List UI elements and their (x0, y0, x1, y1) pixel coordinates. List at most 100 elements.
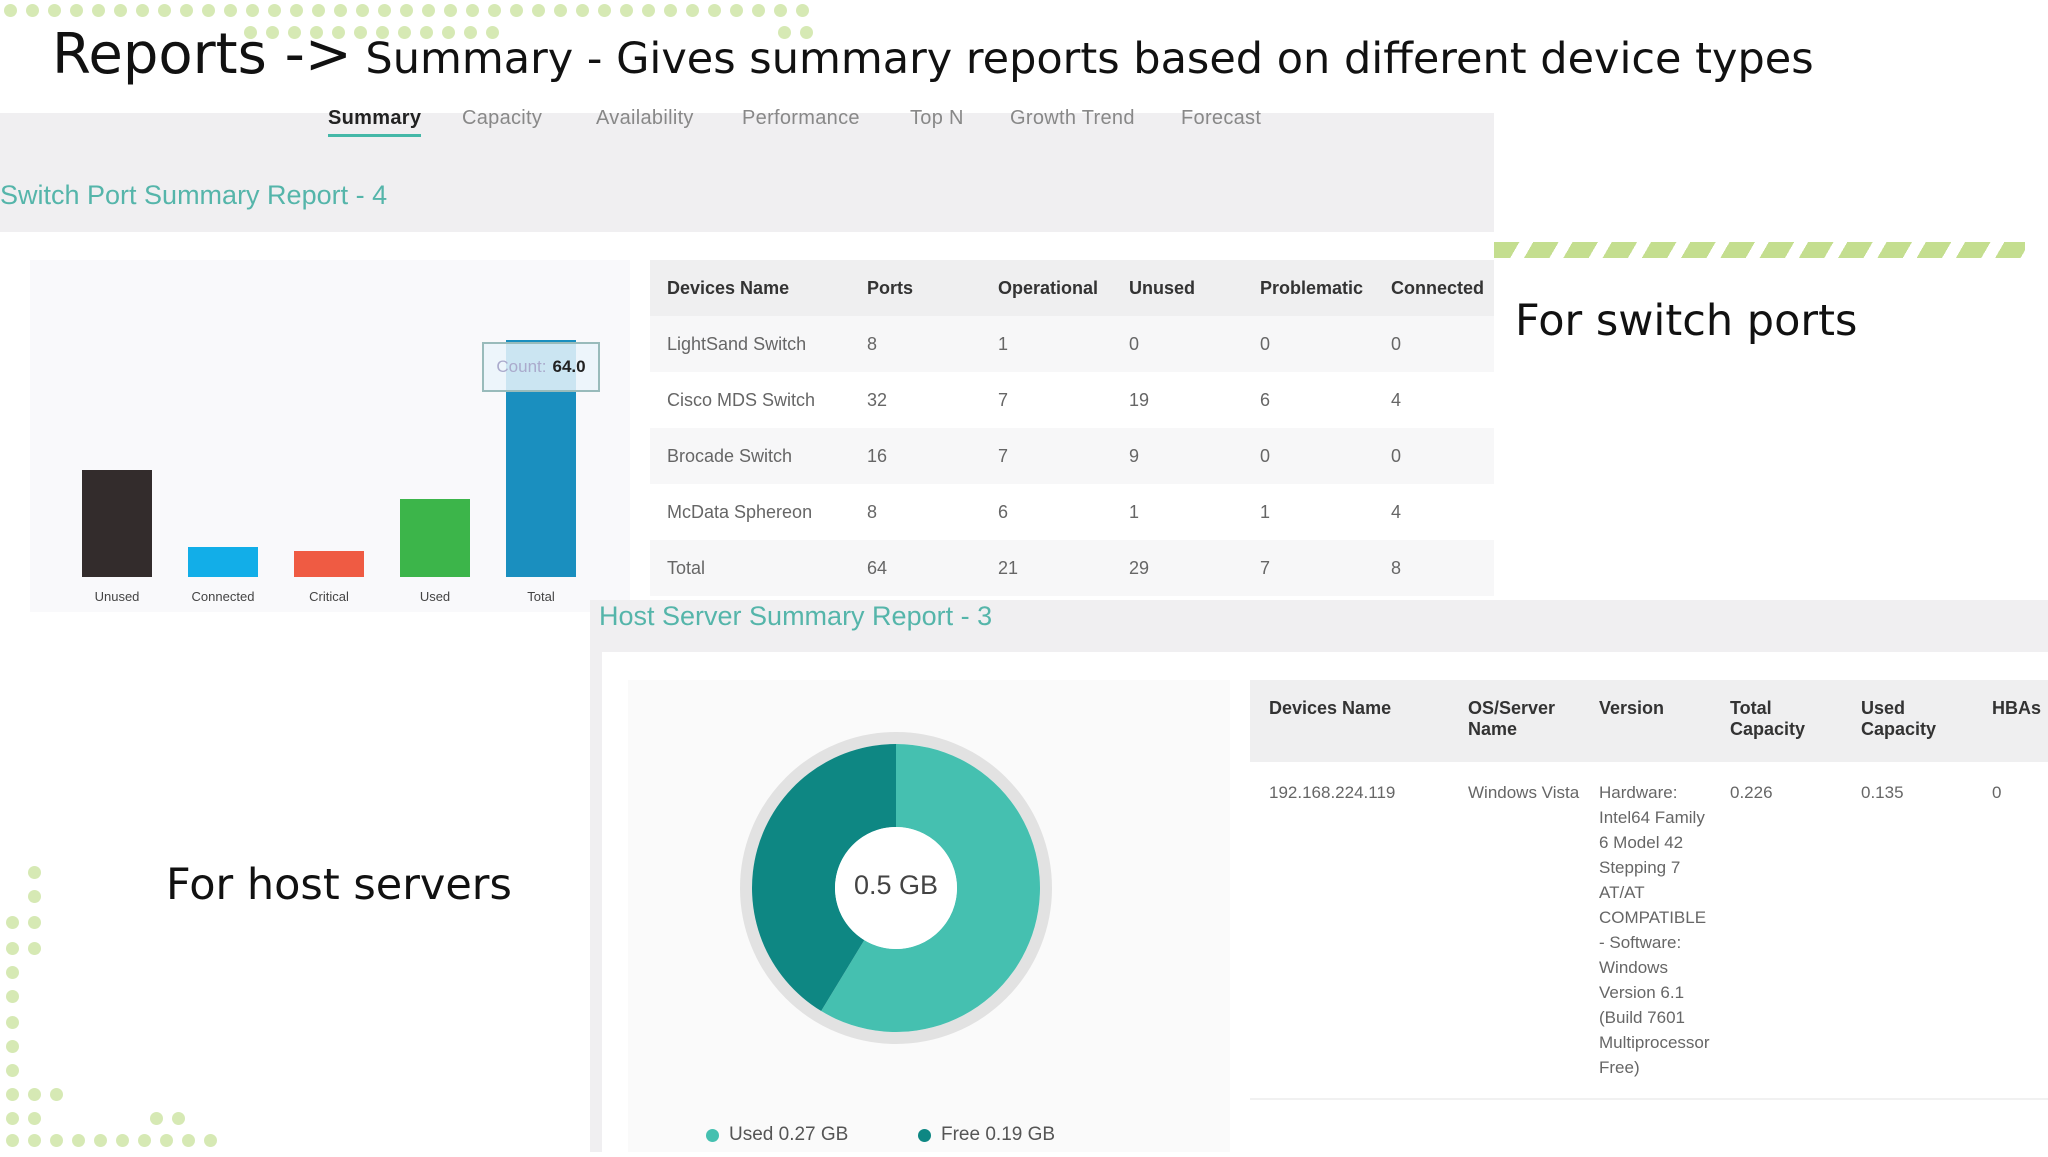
table-cell: Cisco MDS Switch (667, 389, 816, 410)
decorative-dot (136, 4, 149, 17)
tab-availability[interactable]: Availability (596, 107, 694, 129)
donut-hole (835, 827, 957, 949)
decorative-dot (6, 942, 19, 955)
decorative-dot (312, 4, 325, 17)
decorative-dot (28, 866, 41, 879)
decorative-dot (116, 1134, 129, 1147)
decorative-dot (290, 4, 303, 17)
decorative-dot (420, 26, 433, 39)
table-cell: 0 (1243, 428, 1374, 484)
table-cell: Total (650, 540, 850, 596)
decorative-dot (686, 4, 699, 17)
table-cell: 0 (1374, 316, 1494, 372)
decorative-dot (376, 26, 389, 39)
table-cell: Hardware: Intel64 Family 6 Model 42 Step… (1580, 762, 1711, 1100)
decorative-dot (72, 1134, 85, 1147)
bar-connected[interactable] (188, 547, 258, 577)
legend-label: Free 0.19 GB (941, 1124, 1056, 1145)
decorative-dot (28, 916, 41, 929)
decorative-dot (466, 4, 479, 17)
column-header[interactable]: Devices Name (650, 260, 850, 316)
table-cell: 32 (867, 389, 888, 410)
donut-slice-used[interactable] (821, 744, 1040, 1032)
table-cell: 0 (1374, 428, 1494, 484)
decorative-dot (576, 4, 589, 17)
bar-critical[interactable] (294, 551, 364, 577)
table-cell: 19 (1129, 389, 1150, 410)
table-cell: 6 (998, 501, 1009, 522)
decorative-dot (310, 26, 323, 39)
switch-bar-chart: Count: 64.0 Unused Connected Critical Used To… (30, 260, 630, 612)
legend-dot (706, 1128, 719, 1142)
tab-performance[interactable]: Performance (742, 107, 860, 129)
column-header[interactable]: Unused (1112, 260, 1243, 316)
tooltip-label: Count: (496, 357, 547, 376)
table-cell: 8 (1374, 540, 1494, 596)
column-header[interactable]: Devices Name (1250, 680, 1449, 762)
table-cell: 4 (1391, 389, 1402, 410)
host-report-title: Host Server Summary Report - 3 (599, 601, 993, 631)
decorative-dot (160, 1134, 173, 1147)
decorative-dot (172, 1112, 185, 1125)
report-header (0, 113, 1494, 232)
decorative-dot (246, 4, 259, 17)
tab-summary[interactable]: Summary (328, 107, 422, 137)
table-cell: 6 (1260, 389, 1271, 410)
decorative-dot (266, 26, 279, 39)
column-header[interactable]: Operational (981, 260, 1112, 316)
table-row: LightSand Switch 8 1 0 0 0 (650, 316, 1494, 372)
tab-forecast[interactable]: Forecast (1181, 107, 1262, 129)
column-header[interactable]: Used Capacity (1842, 680, 1973, 762)
decorative-dot (224, 4, 237, 17)
decorative-dot (6, 1134, 19, 1147)
decorative-dot (778, 26, 791, 39)
decorative-dot (6, 1040, 19, 1053)
bar-used[interactable] (400, 499, 470, 577)
decorative-dot (244, 26, 257, 39)
table-row: Cisco MDS Switch 32 7 19 6 4 (650, 372, 1494, 428)
bar-label: Unused (94, 589, 140, 604)
bar-unused[interactable] (82, 469, 152, 577)
column-header[interactable]: Ports (850, 260, 981, 316)
decorative-dot (510, 4, 523, 17)
table-cell: 0 (1973, 762, 2048, 1100)
slide-title: Reports -> Summary - Gives summary repor… (52, 22, 1814, 87)
decorative-dot (464, 26, 477, 39)
decorative-dot (268, 4, 281, 17)
decorative-dot (6, 1088, 19, 1101)
decorative-dot (532, 4, 545, 17)
column-header[interactable]: Total Capacity (1711, 680, 1842, 762)
tab-top-n[interactable]: Top N (910, 107, 964, 129)
table-cell: 29 (1112, 540, 1243, 596)
decorative-dot (796, 4, 809, 17)
decorative-dot (6, 1016, 19, 1029)
decorative-dot (204, 1134, 217, 1147)
bar-label: Connected (191, 589, 255, 604)
decorative-dot (752, 4, 765, 17)
table-cell: 0.226 (1711, 762, 1842, 1100)
decorative-dot (26, 4, 39, 17)
donut-slice-free[interactable] (752, 744, 896, 1012)
decorative-dot (422, 4, 435, 17)
column-header[interactable]: OS/Server Name (1449, 680, 1580, 762)
decorative-dot (70, 4, 83, 17)
column-header[interactable]: HBAs (1973, 680, 2048, 762)
decorative-dot (150, 1112, 163, 1125)
decorative-dot (400, 4, 413, 17)
column-header[interactable]: Version (1580, 680, 1711, 762)
decorative-dot (94, 1134, 107, 1147)
decorative-dot (378, 4, 391, 17)
legend-free: Free 0.19 GB (918, 1124, 1055, 1146)
tab-growth-trend[interactable]: Growth Trend (1010, 107, 1135, 129)
decorative-dot (288, 26, 301, 39)
tab-capacity[interactable]: Capacity (462, 107, 543, 129)
host-server-table: Devices Name OS/Server Name Version Total C… (1250, 680, 2048, 1100)
decorative-dot (28, 1112, 41, 1125)
column-header[interactable]: Connected (1374, 260, 1494, 316)
table-cell: 64 (850, 540, 981, 596)
table-cell: 7 (998, 389, 1009, 410)
decorative-dot (774, 4, 787, 17)
column-header[interactable]: Problematic (1243, 260, 1374, 316)
decorative-dot (50, 1088, 63, 1101)
chart-tooltip: Count: 64.0 (482, 342, 600, 392)
